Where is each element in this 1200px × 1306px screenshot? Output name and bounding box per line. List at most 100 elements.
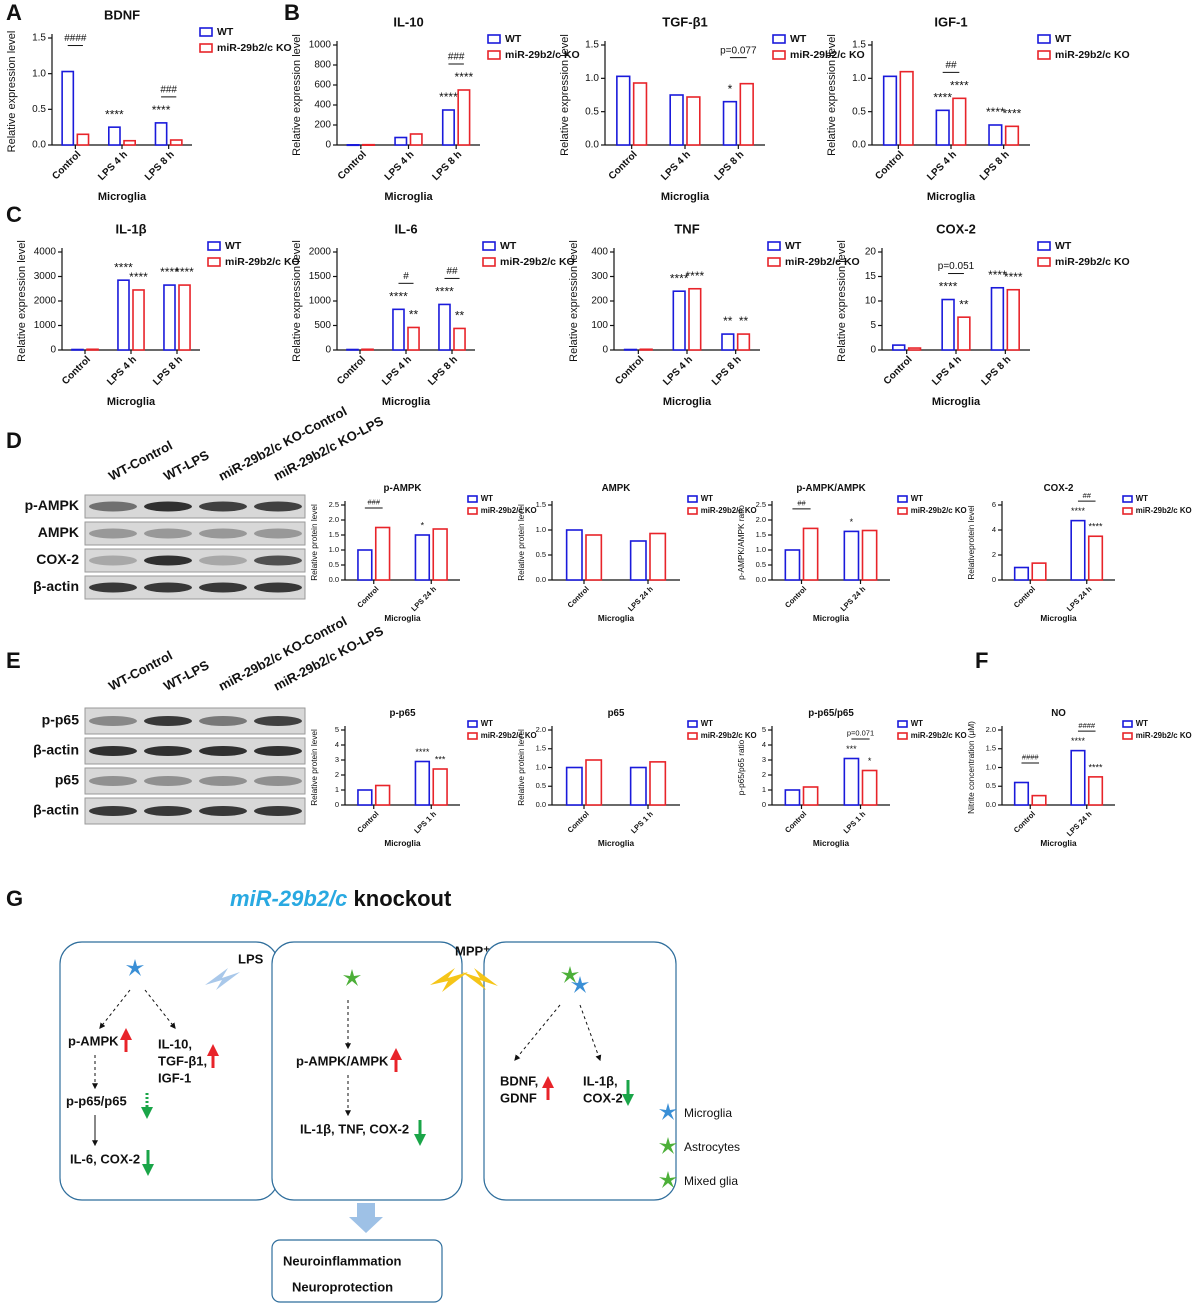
legend-label: miR-29b2/c KO (481, 731, 537, 740)
y-axis-label: Relative expression level (568, 240, 580, 362)
y-tick-label: 0 (325, 345, 331, 356)
legend-swatch (772, 50, 786, 60)
y-tick-label: 0.0 (585, 140, 599, 151)
comparison-label: # (403, 271, 409, 282)
significance: **** (389, 290, 408, 304)
blot-band (144, 776, 192, 786)
bar (76, 133, 90, 146)
lightning (462, 968, 498, 990)
x-tick-label: LPS 8 h (430, 149, 464, 183)
significance: * (850, 517, 854, 527)
panel-label: E (6, 648, 21, 673)
y-tick-label: 600 (314, 80, 331, 91)
pathway-text: IL-6, COX-2 (70, 1151, 140, 1166)
legend-swatch (897, 495, 908, 503)
legend-swatch (199, 27, 213, 37)
x-tick-label: LPS 8 h (143, 149, 177, 183)
bar (629, 766, 647, 806)
legend-label: miR-29b2/c KO (1055, 49, 1130, 61)
chart-title: COX-2 (1044, 483, 1074, 494)
significance: * (868, 756, 872, 766)
x-tick-label: LPS 24 h (626, 584, 655, 613)
y-tick-label: 0.5 (756, 560, 766, 569)
bar (990, 286, 1005, 351)
chart-title: p-p65/p65 (808, 708, 854, 719)
bar (585, 534, 603, 581)
x-tick-label: LPS 4 h (105, 354, 139, 388)
significance: **** (114, 260, 133, 274)
x-axis-label: Microglia (1040, 614, 1077, 623)
legend-swatch (199, 43, 213, 53)
blot-row-label: p-AMPK (25, 497, 79, 513)
x-tick-label: LPS 4 h (925, 149, 959, 183)
bar (1006, 288, 1020, 351)
blot-band (199, 806, 247, 816)
x-tick-label: Control (566, 809, 591, 834)
bar (907, 347, 922, 351)
y-tick-label: 0.5 (585, 106, 599, 117)
x-tick-label: Control (607, 149, 640, 182)
x-tick-label: LPS 1 h (412, 809, 438, 835)
y-tick-label: 0.0 (986, 800, 996, 809)
blot-band (254, 716, 302, 726)
comparison-label: ## (446, 266, 458, 277)
legend-swatch (687, 495, 698, 503)
bar (952, 97, 967, 146)
x-tick-label: LPS 8 h (151, 354, 185, 388)
comparison-label: ## (797, 499, 806, 508)
bar (361, 348, 374, 351)
panel-label: A (6, 0, 22, 25)
y-axis-label: p-p65/p65 ratio (737, 739, 746, 795)
pathway-text: p-AMPK (68, 1033, 119, 1048)
bar (178, 284, 191, 351)
y-tick-label: 0.5 (32, 104, 46, 115)
y-tick-label: 0.5 (852, 106, 866, 117)
diagram-title: miR-29b2/c knockout (230, 886, 452, 911)
y-tick-label: 4 (762, 740, 766, 749)
y-tick-label: 1.0 (852, 73, 866, 84)
pathway-text: IL-10, (158, 1036, 192, 1051)
legend-swatch (1122, 495, 1133, 503)
significance: **** (1089, 522, 1104, 532)
significance: **** (1003, 107, 1022, 121)
y-tick-label: 1.0 (329, 545, 339, 554)
bar (802, 527, 819, 581)
bar (1087, 776, 1104, 806)
y-tick-label: 0.5 (536, 781, 546, 790)
y-tick-label: 2.0 (536, 725, 546, 734)
x-tick-label: Control (355, 584, 380, 609)
y-tick-label: 1.0 (536, 525, 546, 534)
bar (71, 348, 84, 351)
chart-title: p-AMPK/AMPK (796, 483, 865, 494)
y-axis-label: Relative protein level (310, 729, 319, 806)
y-tick-label: 0 (602, 345, 608, 356)
blot-band (144, 528, 192, 539)
legend-swatch (1037, 241, 1051, 251)
bar (1070, 749, 1086, 806)
blot-band (254, 582, 302, 593)
pathway-text: IL-1β, (583, 1073, 618, 1088)
bar (357, 789, 373, 806)
x-tick-label: Control (355, 809, 380, 834)
y-tick-label: 4 (992, 525, 996, 534)
significance: *** (846, 744, 857, 754)
blot-band (144, 746, 192, 756)
bar (453, 327, 466, 351)
legend-label: WT (505, 33, 522, 45)
bar (623, 348, 638, 351)
pathway-text: COX-2 (583, 1090, 623, 1105)
blot-band (89, 806, 137, 816)
legend-swatch (467, 720, 478, 728)
significance: ** (959, 297, 969, 311)
blot-band (199, 528, 247, 539)
chart-title: AMPK (602, 483, 631, 494)
bar (736, 333, 751, 351)
chart-title: BDNF (104, 7, 140, 22)
x-axis-label: Microglia (384, 191, 433, 203)
significance: **** (1071, 736, 1086, 746)
big-arrow (349, 1203, 383, 1233)
y-tick-label: 3 (762, 755, 766, 764)
blot-strip (84, 548, 306, 573)
outcome-text: Neuroprotection (292, 1279, 393, 1294)
bar (688, 287, 702, 351)
